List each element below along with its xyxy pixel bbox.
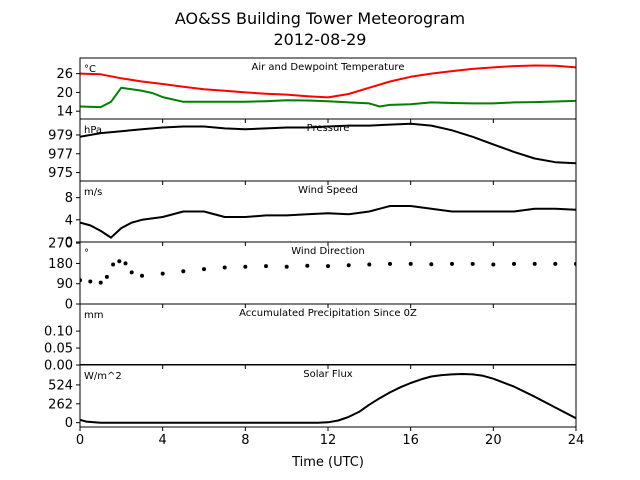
data-point bbox=[388, 261, 392, 266]
panel-5: 0.00 0.05 0.10 Accumulated Precipitation Si… bbox=[44, 303, 577, 374]
x-tick-label: 12 bbox=[320, 433, 337, 448]
series-line-1 bbox=[80, 373, 576, 424]
data-point bbox=[305, 263, 310, 268]
data-point bbox=[243, 264, 248, 269]
figure-subtitle: 2012-08-29 bbox=[274, 30, 367, 49]
y-tick-label: 0.05 bbox=[44, 342, 73, 357]
y-tick-label: 262 bbox=[48, 397, 73, 412]
data-point bbox=[160, 271, 165, 276]
y-tick-label: 4 bbox=[65, 213, 73, 228]
x-tick-label: 16 bbox=[402, 433, 419, 448]
data-point bbox=[408, 261, 413, 266]
unit-label: m/s bbox=[84, 187, 102, 198]
x-tick-label: 20 bbox=[485, 433, 502, 448]
panel-title: Pressure bbox=[307, 123, 350, 134]
x-tick-label: 24 bbox=[568, 433, 585, 448]
data-point bbox=[429, 262, 434, 267]
y-tick-label: 20 bbox=[56, 86, 73, 101]
data-point bbox=[470, 261, 475, 266]
data-point bbox=[553, 261, 558, 266]
unit-label: °C bbox=[84, 64, 96, 75]
data-point bbox=[140, 273, 144, 278]
data-point bbox=[512, 261, 516, 266]
data-point bbox=[104, 274, 109, 279]
data-point bbox=[98, 280, 103, 285]
y-tick-label: 977 bbox=[48, 147, 73, 162]
series-line-1 bbox=[80, 122, 576, 165]
series-line-1 bbox=[80, 205, 576, 239]
panel-title: Accumulated Precipitation Since 0Z bbox=[239, 308, 417, 319]
y-tick-label: 26 bbox=[56, 67, 73, 82]
panel-title: Air and Dewpoint Temperature bbox=[252, 62, 405, 73]
data-point bbox=[129, 270, 134, 275]
data-point bbox=[123, 261, 128, 266]
data-point bbox=[491, 262, 496, 267]
data-point bbox=[117, 259, 122, 264]
y-tick-label: 0 bbox=[65, 416, 73, 431]
data-point bbox=[264, 264, 268, 269]
y-tick-label: 524 bbox=[48, 378, 73, 393]
panel-title: Wind Direction bbox=[291, 246, 365, 257]
y-tick-label: 180 bbox=[48, 257, 73, 272]
data-point bbox=[346, 263, 351, 268]
data-point bbox=[181, 269, 186, 274]
x-axis-label: Time (UTC) bbox=[291, 455, 364, 470]
y-tick-label: 0 bbox=[65, 236, 73, 251]
data-point bbox=[367, 262, 372, 267]
y-tick-label: 0.00 bbox=[44, 359, 73, 374]
data-point bbox=[284, 264, 289, 269]
unit-label: hPa bbox=[84, 125, 102, 136]
y-tick-label: 975 bbox=[48, 166, 73, 181]
data-point bbox=[88, 279, 93, 284]
unit-label: W/m^2 bbox=[84, 371, 122, 382]
panel-title: Solar Flux bbox=[303, 369, 353, 380]
panel-2: 975 977 979 Pressure hPa bbox=[48, 118, 577, 185]
unit-label: ° bbox=[84, 248, 89, 259]
series-line-2 bbox=[80, 86, 576, 109]
data-point bbox=[532, 261, 537, 266]
panel-title: Wind Speed bbox=[298, 185, 358, 196]
y-tick-label: 0.10 bbox=[44, 325, 73, 340]
x-tick-label: 0 bbox=[76, 433, 84, 448]
figure-title: AO&SS Building Tower Meteorogram bbox=[175, 9, 465, 28]
panel-6: 0 262 524 0 4 8 12 16 20 24 Solar Flux W/m^2 bbox=[48, 364, 585, 448]
data-point bbox=[111, 262, 116, 267]
data-point bbox=[202, 267, 206, 272]
y-tick-label: 14 bbox=[56, 105, 73, 120]
panel-4: 0 90 180 270 Wind Direction ° bbox=[48, 237, 577, 313]
series-line-1 bbox=[80, 64, 576, 99]
unit-label: mm bbox=[84, 310, 103, 321]
x-tick-label: 8 bbox=[241, 433, 249, 448]
data-point bbox=[326, 264, 330, 269]
y-tick-label: 270 bbox=[48, 237, 73, 252]
data-point bbox=[222, 265, 227, 270]
data-point bbox=[450, 261, 454, 266]
y-tick-label: 0 bbox=[65, 298, 73, 313]
y-tick-label: 979 bbox=[48, 128, 73, 143]
x-tick-label: 4 bbox=[159, 433, 167, 448]
panel-1: 14 20 26 Air and Dewpoint Temperature °C bbox=[56, 57, 577, 123]
panel-3: 0 4 8 Wind Speed m/s bbox=[65, 180, 577, 251]
y-tick-label: 90 bbox=[56, 277, 73, 292]
y-tick-label: 8 bbox=[65, 191, 73, 206]
